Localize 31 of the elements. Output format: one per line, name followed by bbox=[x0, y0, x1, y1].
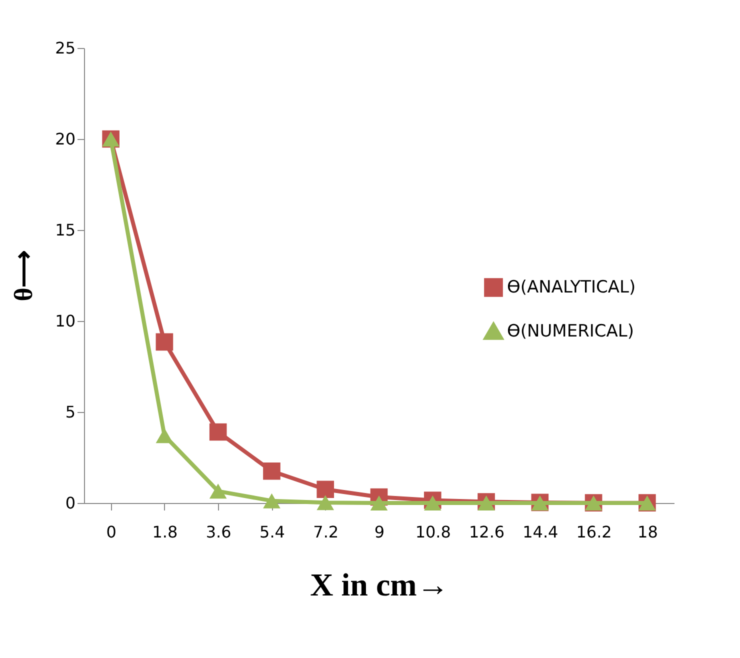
y-tick-label: 15 bbox=[55, 220, 76, 240]
x-tick-label: 9 bbox=[374, 522, 385, 542]
legend-label: ϴ(NUMERICAL) bbox=[507, 322, 634, 342]
x-tick-label: 1.8 bbox=[152, 522, 178, 542]
x-tick-label: 10.8 bbox=[415, 522, 451, 542]
x-tick-label: 5.4 bbox=[260, 522, 285, 542]
x-axis-title: X in cm→ bbox=[310, 566, 449, 602]
legend-label: ϴ(ANALYTICAL) bbox=[507, 278, 636, 298]
point bbox=[209, 484, 227, 499]
x-tick-label: 18 bbox=[638, 522, 658, 542]
y-axis-title: θ⟶ bbox=[9, 250, 38, 302]
x-tick-label: 14.4 bbox=[522, 522, 558, 542]
x-tick-label: 3.6 bbox=[206, 522, 232, 542]
y-tick-label: 25 bbox=[55, 38, 76, 58]
x-tick-label: 0 bbox=[106, 522, 116, 542]
point bbox=[156, 333, 174, 351]
point bbox=[316, 495, 334, 510]
x-tick-label: 16.2 bbox=[576, 522, 612, 542]
point bbox=[316, 480, 334, 498]
x-tick-label: 7.2 bbox=[313, 522, 339, 542]
point bbox=[156, 428, 174, 444]
point bbox=[370, 496, 388, 510]
point bbox=[263, 493, 280, 508]
point bbox=[263, 462, 280, 480]
point bbox=[424, 496, 442, 510]
y-tick-label: 5 bbox=[65, 402, 76, 422]
y-tick-label: 0 bbox=[65, 494, 76, 512]
point bbox=[209, 423, 227, 441]
y-tick-label: 20 bbox=[55, 130, 76, 148]
x-tick-label: 12.6 bbox=[468, 522, 505, 542]
y-tick-label: 10 bbox=[55, 312, 76, 330]
